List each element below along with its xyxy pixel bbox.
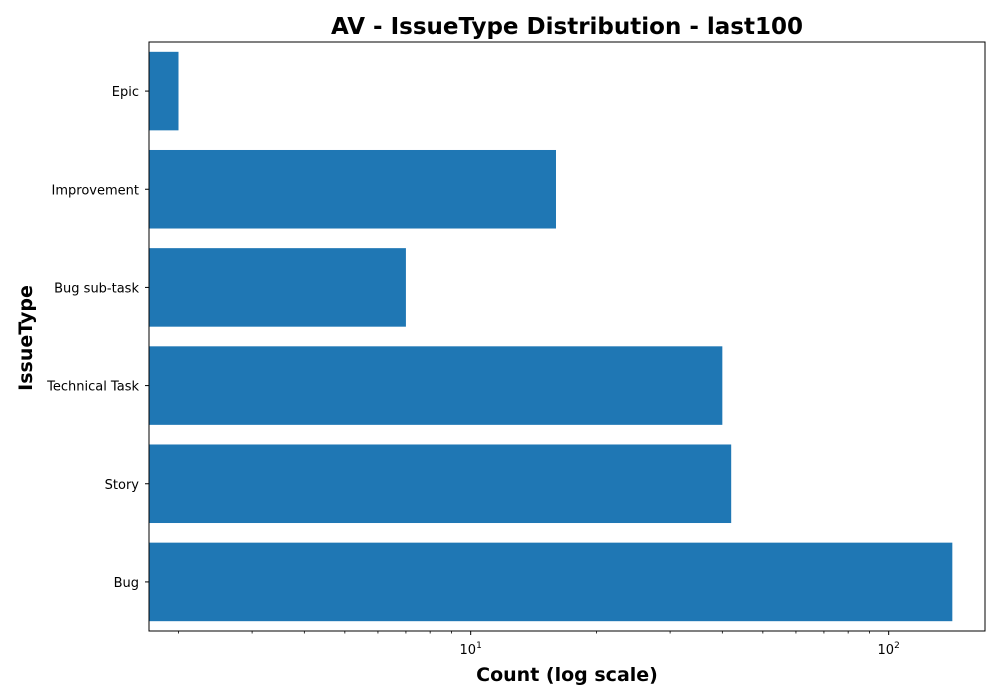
bars-group xyxy=(149,51,953,622)
x-tick-base: 10 xyxy=(460,643,477,658)
x-tick-exponent: 2 xyxy=(894,641,900,651)
bar-bug xyxy=(149,542,953,622)
bar-story xyxy=(149,444,732,524)
chart-title: AV - IssueType Distribution - last100 xyxy=(331,14,803,40)
bar-epic xyxy=(149,51,179,131)
plot-frame xyxy=(148,41,986,632)
x-tick-base: 10 xyxy=(878,643,895,658)
bar-technical-task xyxy=(149,346,723,425)
y-tick-label: Story xyxy=(105,478,140,493)
x-axis-ticks: 101 102 xyxy=(178,631,900,658)
y-tick-label: Improvement xyxy=(52,183,139,198)
y-tick-label: Technical Task xyxy=(46,380,139,395)
bar-bug-sub-task xyxy=(149,248,406,327)
x-tick-label: 102 xyxy=(878,641,900,658)
x-tick-label: 101 xyxy=(460,641,482,658)
y-axis-label: IssueType xyxy=(15,285,37,391)
y-tick-label: Bug xyxy=(114,576,139,591)
x-axis-label: Count (log scale) xyxy=(476,664,658,686)
bar-improvement xyxy=(149,149,556,229)
y-axis-ticks: Bug Story Technical Task Bug sub-task Improv… xyxy=(46,85,149,591)
y-tick-label: Epic xyxy=(112,85,139,100)
y-tick-label: Bug sub-task xyxy=(54,281,139,296)
x-tick-exponent: 1 xyxy=(476,641,482,651)
